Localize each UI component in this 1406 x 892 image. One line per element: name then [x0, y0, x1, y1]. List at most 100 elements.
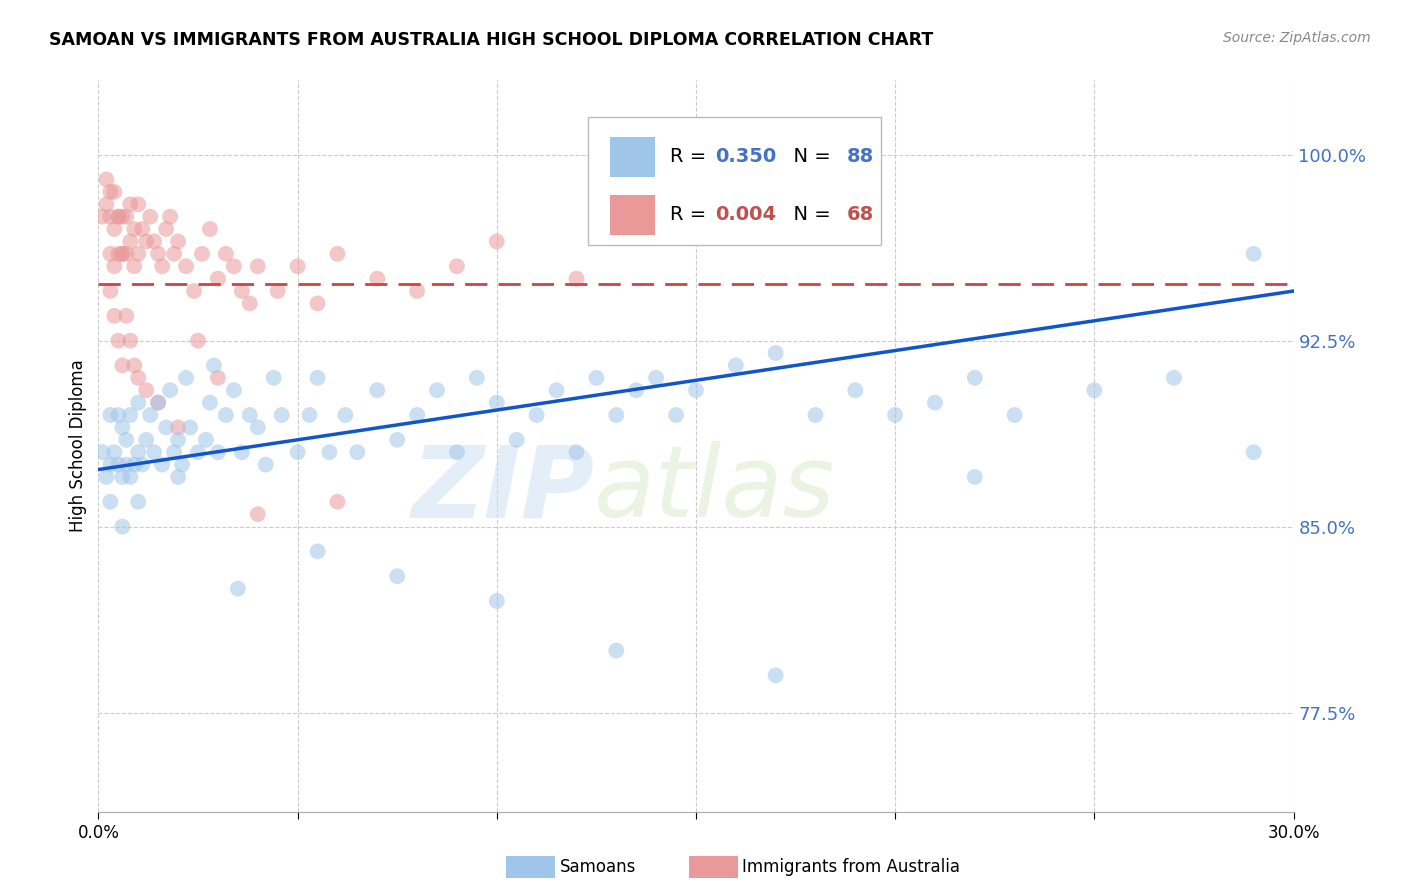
Point	[446, 445, 468, 459]
Point	[270, 408, 292, 422]
Point	[124, 222, 146, 236]
Point	[111, 247, 134, 261]
Point	[98, 247, 122, 261]
Point	[120, 235, 142, 249]
Point	[585, 371, 607, 385]
Point	[111, 247, 134, 261]
Point	[924, 395, 946, 409]
Text: ZIP: ZIP	[412, 442, 595, 539]
Point	[167, 433, 190, 447]
Point	[215, 408, 238, 422]
Point	[115, 458, 138, 472]
Point	[565, 445, 588, 459]
Point	[1163, 371, 1185, 385]
Point	[120, 408, 142, 422]
Text: R =: R =	[669, 147, 713, 166]
Point	[127, 371, 149, 385]
Point	[1243, 247, 1265, 261]
Point	[139, 210, 162, 224]
Point	[207, 371, 229, 385]
Point	[685, 383, 707, 397]
Point	[148, 395, 170, 409]
Point	[163, 247, 186, 261]
Text: R =: R =	[669, 205, 713, 224]
Point	[91, 445, 114, 459]
Point	[246, 420, 269, 434]
Point	[120, 197, 142, 211]
Point	[98, 185, 122, 199]
Point	[191, 247, 214, 261]
Point	[91, 210, 114, 224]
Point	[98, 284, 122, 298]
Point	[127, 395, 149, 409]
Point	[174, 259, 197, 273]
Point	[366, 271, 388, 285]
Point	[127, 197, 149, 211]
Point	[115, 433, 138, 447]
Point	[127, 445, 149, 459]
Point	[226, 582, 249, 596]
Point	[172, 458, 194, 472]
Point	[239, 296, 262, 310]
Point	[246, 507, 269, 521]
Point	[406, 284, 429, 298]
Point	[96, 470, 118, 484]
Point	[546, 383, 568, 397]
Point	[326, 247, 349, 261]
Point	[605, 643, 627, 657]
Point	[107, 247, 129, 261]
Point	[1004, 408, 1026, 422]
Point	[426, 383, 449, 397]
Text: 68: 68	[846, 205, 873, 224]
Point	[765, 346, 787, 360]
Point	[645, 222, 668, 236]
Point	[366, 383, 388, 397]
Text: Source: ZipAtlas.com: Source: ZipAtlas.com	[1223, 31, 1371, 45]
Point	[307, 544, 329, 558]
Point	[215, 247, 238, 261]
Point	[124, 359, 146, 373]
Point	[120, 470, 142, 484]
Point	[346, 445, 368, 459]
Text: atlas: atlas	[595, 442, 837, 539]
Point	[231, 445, 253, 459]
Point	[96, 172, 118, 186]
Point	[307, 296, 329, 310]
Point	[143, 445, 166, 459]
Point	[318, 445, 340, 459]
Point	[565, 271, 588, 285]
Point	[143, 235, 166, 249]
Point	[103, 222, 125, 236]
Point	[148, 395, 170, 409]
Point	[103, 185, 125, 199]
Point	[103, 259, 125, 273]
Point	[263, 371, 285, 385]
Point	[187, 334, 209, 348]
Point	[135, 433, 157, 447]
Point	[765, 668, 787, 682]
Point	[246, 259, 269, 273]
Point	[1083, 383, 1105, 397]
Point	[167, 470, 190, 484]
Point	[111, 359, 134, 373]
Point	[605, 408, 627, 422]
Point	[103, 309, 125, 323]
Point	[150, 259, 173, 273]
Point	[179, 420, 201, 434]
Point	[135, 235, 157, 249]
Point	[103, 445, 125, 459]
Point	[287, 259, 309, 273]
Y-axis label: High School Diploma: High School Diploma	[69, 359, 87, 533]
Point	[127, 247, 149, 261]
Point	[183, 284, 205, 298]
Point	[163, 445, 186, 459]
Point	[207, 271, 229, 285]
Point	[107, 334, 129, 348]
Point	[98, 210, 122, 224]
Point	[506, 433, 529, 447]
Point	[155, 420, 177, 434]
Point	[804, 408, 827, 422]
Point	[131, 458, 153, 472]
Point	[159, 383, 181, 397]
Point	[135, 383, 157, 397]
